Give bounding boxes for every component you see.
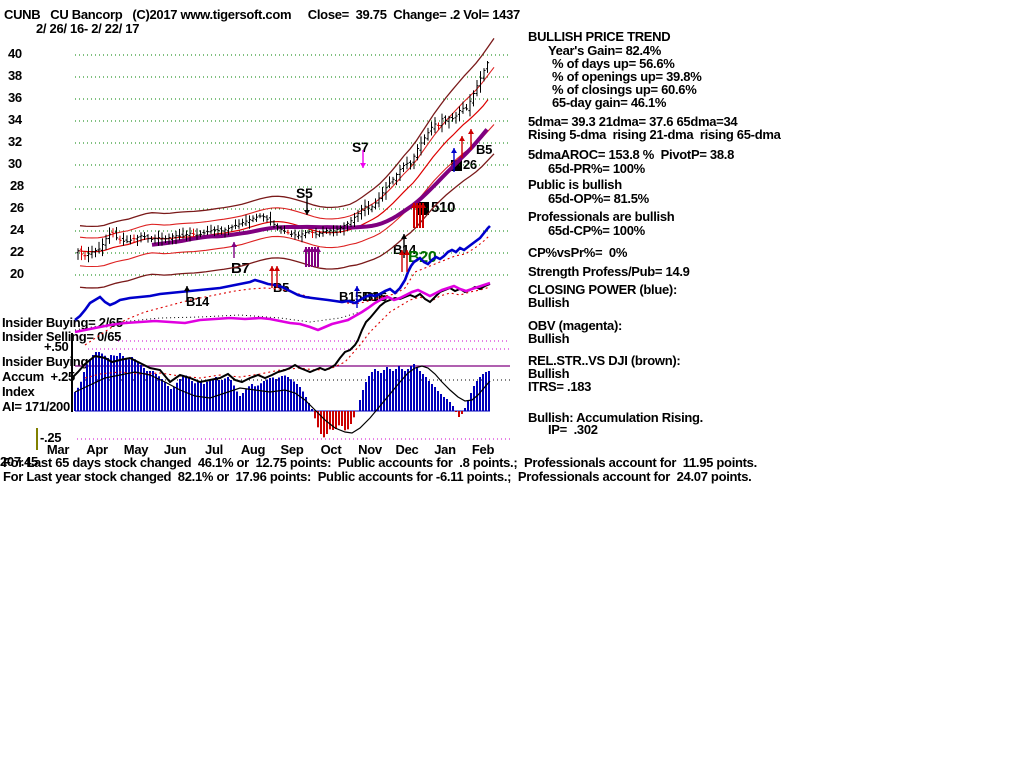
month-dec: Dec [395,442,419,457]
analysis-line-13: 65d-CP%= 100% [548,223,645,238]
analysis-line-17: Bullish [528,295,570,310]
month-may: May [123,442,149,457]
analysis-line-14: CP%vsPr%= 0% [528,245,628,260]
month-jun: Jun [163,442,187,457]
price-tick-40: 40 [8,46,22,61]
analysis-line-21: Bullish [528,366,570,381]
price-tick-32: 32 [8,134,22,149]
signal-b14-6: B14 [186,294,209,309]
month-jan: Jan [434,442,456,457]
analysis-line-22: ITRS= .183 [528,379,592,394]
price-tick-20: 20 [10,266,24,281]
indicator-label-3: Insider Buying [2,354,89,369]
price-tick-22: 22 [10,244,24,259]
analysis-line-10: Public is bullish [528,177,622,192]
month-oct: Oct [320,442,342,457]
analysis-line-4: % of closings up= 60.6% [552,82,697,97]
summary-line-2: For Last year stock changed 82.1% or 17.… [3,469,752,484]
analysis-line-19: Bullish [528,331,570,346]
analysis-line-1: Year's Gain= 82.4% [548,43,661,58]
analysis-line-2: % of days up= 56.6% [552,56,675,71]
date-range: 2/ 26/ 16- 2/ 22/ 17 [36,21,140,36]
analysis-line-5: 65-day gain= 46.1% [552,95,667,110]
indicator-label-5: Index [2,384,35,399]
analysis-line-6: 5dma= 39.3 21dma= 37.6 65dma=34 [528,114,738,129]
analysis-line-15: Strength Profess/Pub= 14.9 [528,264,690,279]
analysis-line-7: Rising 5-dma rising 21-dma rising 65-dma [528,127,781,142]
price-tick-28: 28 [10,178,24,193]
overlay-number: 207.45 [0,454,38,469]
price-tick-34: 34 [8,112,22,127]
analysis-line-16: CLOSING POWER (blue): [528,282,677,297]
month-mar: Mar [46,442,70,457]
month-feb: Feb [471,442,495,457]
analysis-line-11: 65d-OP%= 81.5% [548,191,649,206]
analysis-line-24: IP= .302 [548,422,598,437]
month-jul: Jul [205,442,223,457]
signal-s7-0: S7 [352,139,369,155]
indicator-label-4: Accum +.25 [2,369,75,384]
analysis-line-9: 65d-PR%= 100% [548,161,645,176]
signal-b5-1: B5 [476,142,493,157]
month-apr: Apr [86,442,108,457]
price-tick-30: 30 [8,156,22,171]
price-tick-38: 38 [8,68,22,83]
indicator-label-2: +.50 [44,339,69,354]
analysis-line-23: Bullish: Accumulation Rising. [528,410,703,425]
analysis-line-18: OBV (magenta): [528,318,623,333]
price-tick-36: 36 [8,90,22,105]
signal-26-2: 26 [463,157,477,172]
analysis-line-3: % of openings up= 39.8% [552,69,702,84]
summary-line-1: For Last 65 days stock changed 46.1% or … [3,455,757,470]
analysis-line-12: Professionals are bullish [528,209,675,224]
month-nov: Nov [358,442,382,457]
indicator-label-7: -.25 [40,430,62,445]
indicator-label-6: AI= 171/200 [2,399,70,414]
price-tick-24: 24 [10,222,24,237]
price-tick-26: 26 [10,200,24,215]
analysis-line-20: REL.STR..VS DJI (brown): [528,353,681,368]
month-sep: Sep [280,442,304,457]
chart-title-bar: CUNB CU Bancorp (C)2017 www.tigersoft.co… [4,7,520,22]
signal-s5-3: S5 [296,185,313,201]
analysis-line-0: BULLISH PRICE TREND [528,29,671,44]
month-aug: Aug [240,442,266,457]
analysis-line-8: 5dmaAROC= 153.8 % PivotP= 38.8 [528,147,735,162]
